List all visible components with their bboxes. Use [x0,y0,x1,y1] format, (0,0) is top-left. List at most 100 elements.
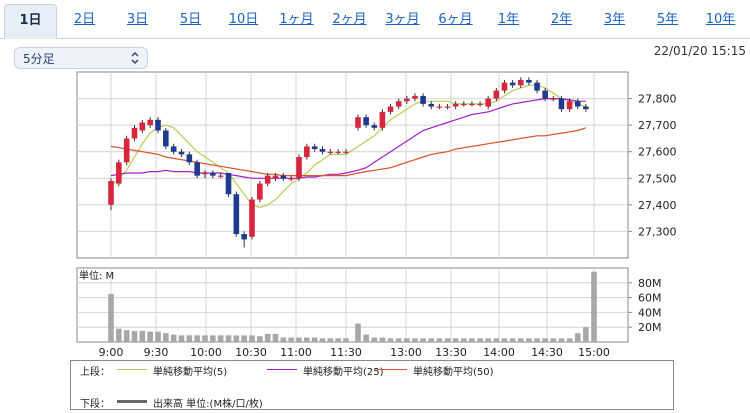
volume-bar [311,337,318,342]
candle-up [217,175,224,177]
x-tick-label: 13:00 [390,346,422,359]
volume-bar [296,337,302,342]
candle-down [178,151,185,155]
candle-up [139,122,146,131]
y-tick-label: 27,400 [638,199,677,212]
x-tick-label: 14:00 [483,346,515,359]
candle-up [343,151,349,153]
tab-6-months[interactable]: 6ヶ月 [438,12,473,27]
tab-1-day[interactable]: 1日 [4,4,57,39]
volume-bar [542,338,548,342]
volume-bar [355,323,361,342]
candle-down [526,79,532,83]
candle-down [233,194,240,235]
tab-5-years[interactable]: 5年 [656,12,679,27]
candle-up [412,95,418,99]
volume-bar [452,338,459,342]
candle-up [469,103,475,106]
volume-bar [387,338,394,342]
tab-3-months[interactable]: 3ヶ月 [385,12,420,27]
volume-bar [371,337,378,342]
volume-bar [123,330,130,342]
volume-bar [363,334,369,342]
candle-up [335,151,341,153]
x-tick-label: 9:30 [144,346,169,359]
x-tick-label: 14:30 [531,346,563,359]
volume-y-tick-label: 20M [638,321,662,334]
candle-up [395,101,402,107]
volume-bar [395,338,402,342]
x-tick-label: 10:00 [190,346,222,359]
volume-bar [534,338,540,342]
tab-3-years[interactable]: 3年 [603,12,626,27]
tab-3-days[interactable]: 3日 [126,12,149,27]
volume-y-tick-label: 40M [638,306,662,319]
volume-bar [477,338,483,342]
candle-up [147,119,153,126]
volume-bar [460,338,467,342]
tab-5-days[interactable]: 5日 [179,12,202,27]
volume-bar [550,338,557,342]
volume-bar [147,331,153,342]
candle-up [436,106,443,108]
candle-up [485,98,492,107]
volume-bar [288,337,294,342]
tab-10-years[interactable]: 10年 [705,12,736,27]
legend-upper-label: 上段： [80,367,110,378]
candle-down [420,95,426,104]
candle-up [202,172,208,175]
volume-bar [116,328,122,342]
volume-y-tick-label: 60M [638,292,662,305]
tab-2-years[interactable]: 2年 [550,12,573,27]
candle-up [272,175,279,179]
volume-bar [233,335,240,342]
volume-bar [493,338,500,342]
volume-bar [420,338,426,342]
candle-up [379,111,386,128]
candle-down [534,82,540,91]
last-updated-timestamp: 22/01/20 15:15 [653,44,746,58]
legend-lower-label: 下段： [80,399,110,410]
candle-down [163,130,169,147]
volume-bar [257,336,263,342]
candle-up [477,103,483,106]
tab-2-days[interactable]: 2日 [73,12,96,27]
candle-up [264,175,271,184]
volume-bar [319,338,326,342]
candle-up [493,90,500,99]
y-tick-label: 27,800 [638,93,677,106]
interval-select[interactable]: 5分足 [14,47,148,69]
volume-bar [469,338,475,342]
volume-bar [379,337,386,342]
tab-1-month[interactable]: 1ヶ月 [279,12,314,27]
volume-bar [108,293,114,342]
tab-10-days[interactable]: 10日 [228,12,259,27]
sma5-line [110,84,587,209]
y-tick-label: 27,700 [638,119,677,132]
candle-down [210,172,216,176]
volume-bar [526,338,532,342]
legend-text-sma5: 単純移動平均(5) [153,367,228,378]
volume-bar [225,335,232,342]
volume-bar [186,335,193,342]
x-tick-label: 9:00 [99,346,124,359]
candle-down [170,146,177,152]
candle-down [428,103,435,107]
volume-panel [76,267,629,343]
x-tick-label: 11:30 [330,346,362,359]
volume-bar [444,338,451,342]
tab-1-year[interactable]: 1年 [497,12,520,27]
candle-down [155,119,161,131]
volume-bar [404,338,410,342]
volume-bar [335,338,341,342]
tab-2-months[interactable]: 2ヶ月 [332,12,367,27]
candle-up [131,127,138,139]
sma25-line [110,98,586,179]
volume-bar [217,335,224,342]
volume-bar [272,333,279,342]
candle-up [123,138,130,163]
candle-up [116,162,122,184]
candle-down [194,162,200,176]
volume-bar [264,333,271,342]
